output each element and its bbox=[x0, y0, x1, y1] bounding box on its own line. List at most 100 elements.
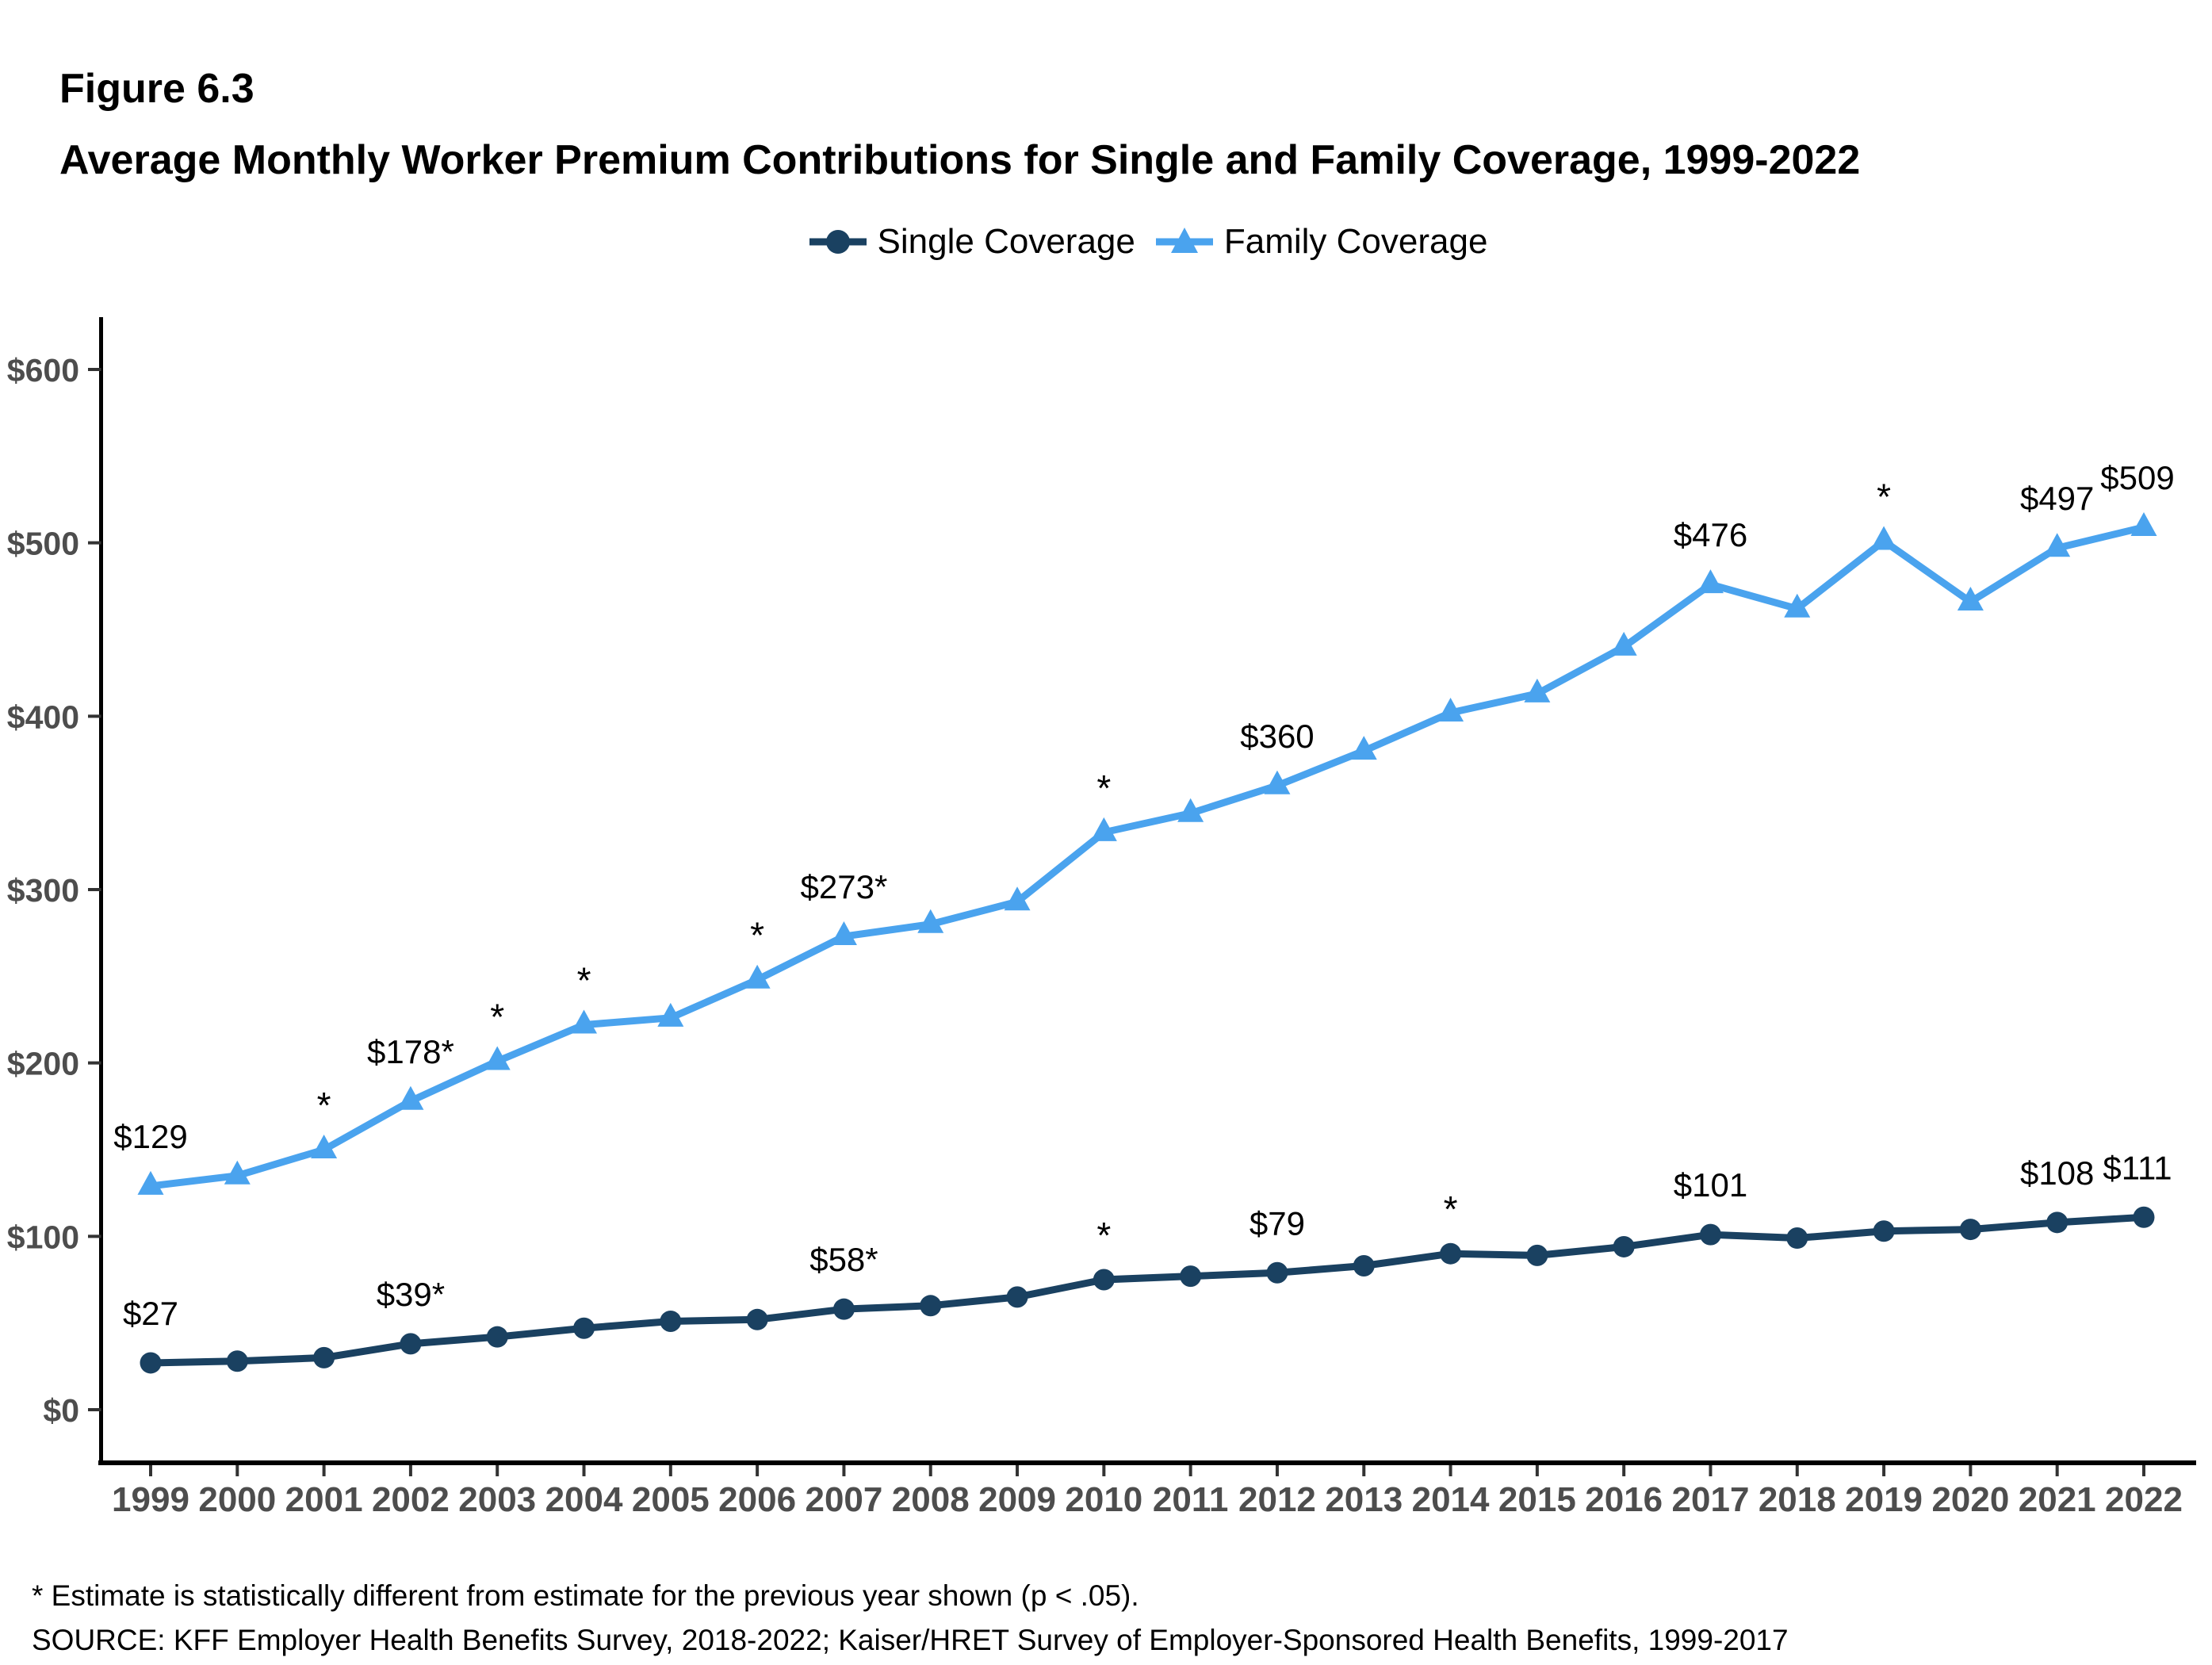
data-point-label: * bbox=[577, 960, 591, 1001]
footnote-source: SOURCE: KFF Employer Health Benefits Sur… bbox=[32, 1624, 1789, 1656]
data-point-marker bbox=[1350, 736, 1377, 760]
data-point-label: $509 bbox=[2100, 459, 2174, 496]
chart-title: Average Monthly Worker Premium Contribut… bbox=[59, 137, 1861, 183]
x-tick-label: 1999 bbox=[112, 1480, 189, 1519]
legend-marker-shape bbox=[1170, 228, 1198, 253]
data-point-marker bbox=[917, 909, 944, 933]
data-point-label: $273* bbox=[801, 868, 888, 905]
data-point-marker bbox=[1870, 526, 1897, 550]
x-tick-label: 2019 bbox=[1845, 1480, 1923, 1519]
data-point-label: $178* bbox=[367, 1033, 454, 1070]
figure-label: Figure 6.3 bbox=[59, 66, 254, 112]
data-point-marker bbox=[226, 1350, 248, 1372]
x-tick-label: 2016 bbox=[1585, 1480, 1663, 1519]
data-point-marker bbox=[1959, 1219, 1981, 1241]
data-point-marker bbox=[1264, 770, 1291, 794]
data-point-marker bbox=[1873, 1220, 1895, 1242]
x-tick-label: 2010 bbox=[1065, 1480, 1142, 1519]
data-point-marker bbox=[397, 1085, 424, 1110]
y-tick-label: $400 bbox=[7, 699, 79, 735]
data-point-marker bbox=[1177, 798, 1204, 822]
data-point-marker bbox=[571, 1009, 598, 1034]
x-tick-label: 2015 bbox=[1498, 1480, 1576, 1519]
x-tick-label: 2014 bbox=[1412, 1480, 1490, 1519]
x-tick-label: 2012 bbox=[1238, 1480, 1316, 1519]
legend-marker-shape bbox=[825, 230, 850, 254]
legend-item-label: Family Coverage bbox=[1223, 222, 1488, 261]
data-point-marker bbox=[140, 1352, 162, 1374]
data-point-marker bbox=[2046, 1211, 2068, 1234]
y-tick-label: $200 bbox=[7, 1046, 79, 1082]
data-point-label: * bbox=[750, 915, 764, 956]
x-tick-label: 2020 bbox=[1931, 1480, 2009, 1519]
data-point-marker bbox=[1180, 1265, 1202, 1288]
data-point-marker bbox=[1524, 678, 1551, 702]
data-point-marker bbox=[1093, 1269, 1115, 1291]
data-point-marker bbox=[2130, 511, 2157, 536]
data-point-label: $476 bbox=[1674, 516, 1747, 553]
data-point-marker bbox=[1437, 697, 1464, 722]
x-tick-label: 2021 bbox=[2019, 1480, 2096, 1519]
data-point-marker bbox=[137, 1170, 164, 1195]
data-point-marker bbox=[920, 1295, 942, 1317]
data-point-marker bbox=[1440, 1242, 1462, 1265]
data-point-marker bbox=[1699, 1223, 1721, 1246]
data-point-marker bbox=[1353, 1255, 1375, 1277]
x-tick-label: 2005 bbox=[632, 1480, 710, 1519]
data-point-marker bbox=[2044, 533, 2071, 557]
data-point-label: * bbox=[1096, 767, 1111, 809]
data-point-label: $497 bbox=[2020, 480, 2094, 517]
data-point-marker bbox=[1006, 1286, 1028, 1308]
data-point-marker bbox=[1004, 886, 1031, 911]
data-point-label: $129 bbox=[113, 1118, 187, 1155]
data-point-marker bbox=[1090, 817, 1117, 841]
x-tick-label: 2017 bbox=[1672, 1480, 1750, 1519]
x-tick-label: 2008 bbox=[892, 1480, 970, 1519]
legend-circle-marker-icon bbox=[809, 230, 867, 254]
data-point-label: $39* bbox=[377, 1276, 445, 1313]
legend-item-family-coverage: Family Coverage bbox=[1155, 222, 1488, 262]
data-point-marker bbox=[1697, 569, 1724, 594]
data-point-marker bbox=[1957, 587, 1984, 611]
data-point-marker bbox=[1784, 593, 1811, 618]
y-tick-label: $600 bbox=[7, 352, 79, 388]
data-point-label: $79 bbox=[1250, 1204, 1305, 1242]
data-point-marker bbox=[313, 1346, 335, 1368]
data-point-marker bbox=[1786, 1227, 1808, 1250]
data-point-marker bbox=[832, 1298, 855, 1320]
data-point-marker bbox=[830, 921, 857, 946]
legend: Single Coverage Family Coverage bbox=[101, 222, 2196, 262]
x-tick-label: 2004 bbox=[545, 1480, 623, 1519]
x-tick-label: 2003 bbox=[458, 1480, 536, 1519]
footnote-significance: * Estimate is statistically different fr… bbox=[32, 1579, 1139, 1612]
legend-triangle-marker-icon bbox=[1155, 228, 1213, 253]
data-point-marker bbox=[660, 1310, 682, 1332]
data-point-label: $111 bbox=[2103, 1149, 2172, 1186]
data-point-label: $27 bbox=[123, 1295, 178, 1332]
series-line-single-coverage bbox=[147, 1213, 2148, 1367]
y-tick-label: $500 bbox=[7, 526, 79, 562]
data-point-label: $58* bbox=[809, 1241, 878, 1278]
data-point-marker bbox=[224, 1160, 251, 1185]
data-point-label: $108 bbox=[2020, 1154, 2094, 1192]
data-point-label: $360 bbox=[1240, 718, 1314, 755]
data-point-marker bbox=[744, 964, 771, 989]
y-tick-label: $0 bbox=[43, 1392, 79, 1429]
data-point-label: * bbox=[490, 996, 504, 1037]
data-point-marker bbox=[1526, 1244, 1548, 1266]
x-tick-label: 2009 bbox=[978, 1480, 1056, 1519]
x-tick-label: 2011 bbox=[1153, 1480, 1228, 1519]
data-point-marker bbox=[1610, 631, 1637, 656]
x-tick-label: 2018 bbox=[1759, 1480, 1836, 1519]
data-point-marker bbox=[486, 1326, 508, 1348]
x-tick-label: 2006 bbox=[718, 1480, 796, 1519]
x-tick-label: 2002 bbox=[372, 1480, 450, 1519]
data-point-label: * bbox=[317, 1085, 331, 1126]
data-point-marker bbox=[311, 1135, 338, 1158]
data-point-marker bbox=[1613, 1235, 1635, 1257]
data-point-marker bbox=[2133, 1206, 2155, 1228]
data-point-label: * bbox=[1096, 1215, 1111, 1256]
data-point-marker bbox=[1266, 1261, 1288, 1284]
